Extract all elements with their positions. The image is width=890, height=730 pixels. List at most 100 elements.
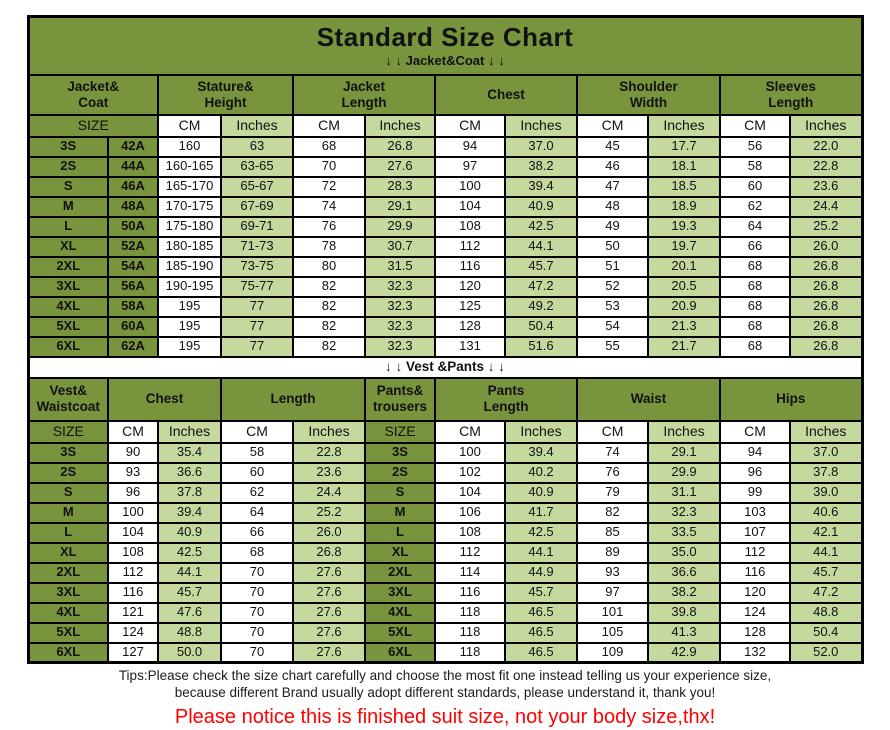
jacket-size-row: M 48A 170-175 67-69 74 29.1 104 40.9 48 18.9 62 24.… <box>27 195 863 218</box>
inches-value-cell: 75-77 <box>220 275 294 298</box>
cm-value-cell: 78 <box>292 235 366 258</box>
cm-value-cell: 175-180 <box>157 215 222 238</box>
cm-value-cell: 116 <box>434 255 506 278</box>
inches-value-cell: 39.4 <box>504 441 578 464</box>
cm-value-cell: 190-195 <box>157 275 222 298</box>
jacket-group-header-row: Jacket& Coat Stature& Height Jacket Leng… <box>27 73 863 116</box>
inches-value-cell: 18.5 <box>647 175 721 198</box>
size-code-cell: 54A <box>107 255 159 278</box>
cm-header-cell: CM <box>434 113 506 138</box>
size-header-cell: SIZE <box>27 419 109 444</box>
size-cell: L <box>27 521 109 544</box>
group-vest-chest: Chest <box>107 376 222 422</box>
cm-value-cell: 131 <box>434 335 506 358</box>
cm-value-cell: 82 <box>292 335 366 358</box>
cm-value-cell: 60 <box>719 175 791 198</box>
inches-value-cell: 25.2 <box>789 215 863 238</box>
inches-value-cell: 32.3 <box>364 275 436 298</box>
size-code-cell: 50A <box>107 215 159 238</box>
cm-value-cell: 118 <box>434 641 506 664</box>
inches-value-cell: 46.5 <box>504 601 578 624</box>
inches-value-cell: 73-75 <box>220 255 294 278</box>
inches-value-cell: 25.2 <box>292 501 366 524</box>
size-code-cell: 42A <box>107 135 159 158</box>
size-cell: XL <box>27 541 109 564</box>
inches-value-cell: 31.5 <box>364 255 436 278</box>
inches-header-cell: Inches <box>647 113 721 138</box>
inches-value-cell: 29.1 <box>647 441 721 464</box>
cm-value-cell: 66 <box>719 235 791 258</box>
cm-value-cell: 66 <box>220 521 294 544</box>
inches-value-cell: 26.8 <box>789 275 863 298</box>
cm-value-cell: 70 <box>220 581 294 604</box>
size-cell: 3XL <box>27 275 109 298</box>
inches-value-cell: 37.0 <box>504 135 578 158</box>
jacket-size-row: 2XL 54A 185-190 73-75 80 31.5 116 45.7 51 20.1 68 2… <box>27 255 863 278</box>
cm-value-cell: 70 <box>220 621 294 644</box>
cm-value-cell: 54 <box>576 315 649 338</box>
cm-value-cell: 64 <box>719 215 791 238</box>
group-jacket-length: Jacket Length <box>292 73 436 116</box>
cm-value-cell: 128 <box>719 621 791 644</box>
group-vest-waistcoat: Vest& Waistcoat <box>27 376 109 422</box>
inches-value-cell: 19.7 <box>647 235 721 258</box>
cm-value-cell: 76 <box>576 461 649 484</box>
inches-value-cell: 45.7 <box>504 581 578 604</box>
vest-size-row: 2XL 112 44.1 70 27.6 2XL 114 44.9 93 36.6 116 45.7 <box>27 561 863 584</box>
inches-header-cell: Inches <box>504 113 578 138</box>
group-stature-height: Stature& Height <box>157 73 294 116</box>
size-code-cell: 60A <box>107 315 159 338</box>
cm-value-cell: 49 <box>576 215 649 238</box>
cm-value-cell: 121 <box>107 601 159 624</box>
size-cell: S <box>27 481 109 504</box>
cm-value-cell: 116 <box>719 561 791 584</box>
jacket-table-body: 3S 42A 160 63 68 26.8 94 37.0 45 17.7 56 22.0 2S 44A 1… <box>27 135 863 358</box>
size-cell: 2XL <box>27 255 109 278</box>
inches-value-cell: 77 <box>220 315 294 338</box>
inches-value-cell: 29.9 <box>364 215 436 238</box>
inches-value-cell: 26.8 <box>789 295 863 318</box>
inches-value-cell: 39.8 <box>647 601 721 624</box>
title-cell: Standard Size Chart ↓ ↓ Jacket&Coat ↓ ↓ <box>27 15 863 76</box>
cm-value-cell: 70 <box>220 641 294 664</box>
vest-group-header-row: Vest& Waistcoat Chest Length Pants& trou… <box>27 376 863 422</box>
cm-value-cell: 128 <box>434 315 506 338</box>
cm-value-cell: 97 <box>576 581 649 604</box>
jacket-unit-row: SIZE CM Inches CM Inches CM Inches CM In… <box>27 113 863 138</box>
inches-value-cell: 44.1 <box>789 541 863 564</box>
cm-value-cell: 101 <box>576 601 649 624</box>
cm-value-cell: 51 <box>576 255 649 278</box>
inches-value-cell: 22.8 <box>292 441 366 464</box>
cm-header-cell: CM <box>576 419 649 444</box>
inches-header-cell: Inches <box>789 113 863 138</box>
inches-value-cell: 47.2 <box>789 581 863 604</box>
cm-value-cell: 74 <box>292 195 366 218</box>
size-cell: 2S <box>27 461 109 484</box>
inches-value-cell: 32.3 <box>647 501 721 524</box>
inches-value-cell: 47.2 <box>504 275 578 298</box>
cm-value-cell: 50 <box>576 235 649 258</box>
cm-value-cell: 124 <box>107 621 159 644</box>
inches-value-cell: 45.7 <box>504 255 578 278</box>
cm-value-cell: 96 <box>107 481 159 504</box>
cm-value-cell: 70 <box>292 155 366 178</box>
inches-value-cell: 40.9 <box>504 195 578 218</box>
size-code-cell: 46A <box>107 175 159 198</box>
cm-value-cell: 68 <box>719 335 791 358</box>
footer: Tips:Please check the size chart careful… <box>0 667 890 729</box>
inches-value-cell: 24.4 <box>789 195 863 218</box>
cm-value-cell: 74 <box>576 441 649 464</box>
size-cell: M <box>27 195 109 218</box>
jacket-size-row: S 46A 165-170 65-67 72 28.3 100 39.4 47 18.5 60 23.… <box>27 175 863 198</box>
cm-value-cell: 58 <box>719 155 791 178</box>
cm-value-cell: 99 <box>719 481 791 504</box>
cm-value-cell: 100 <box>434 175 506 198</box>
cm-value-cell: 112 <box>719 541 791 564</box>
inches-value-cell: 44.1 <box>504 541 578 564</box>
inches-value-cell: 42.1 <box>789 521 863 544</box>
cm-value-cell: 93 <box>107 461 159 484</box>
cm-value-cell: 116 <box>107 581 159 604</box>
inches-value-cell: 37.8 <box>789 461 863 484</box>
size-cell: S <box>364 481 436 504</box>
size-chart-table: Standard Size Chart ↓ ↓ Jacket&Coat ↓ ↓ … <box>26 15 864 664</box>
